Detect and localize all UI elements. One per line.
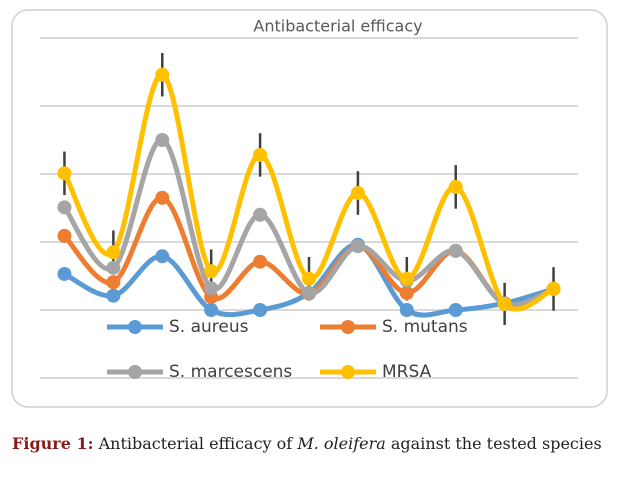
data-point [57,266,72,281]
chart-frame [11,9,608,408]
data-point [253,254,268,269]
legend-marker [341,365,355,379]
data-point [253,147,268,162]
legend-label: S. aureus [169,317,249,337]
data-point [302,286,316,300]
chart: Antibacterial efficacy S. aureus S. mutan… [11,9,608,408]
legend-label: MRSA [382,362,432,382]
data-point [399,303,414,317]
data-point [546,281,561,296]
caption-text: against the tested species [390,434,602,453]
data-point [204,281,219,296]
caption-label: Figure 1: [12,434,94,453]
data-point [253,303,268,317]
data-point [302,271,316,286]
data-point [57,166,72,181]
data-point [106,288,121,303]
data-point [204,303,219,317]
data-point [57,228,72,243]
data-point [399,286,414,300]
legend-marker [128,320,142,334]
data-point [57,200,72,215]
legend-label: S. marcescens [169,362,292,382]
data-point [155,67,170,82]
data-point [106,275,121,290]
caption-text: Antibacterial efficacy of [98,434,293,453]
data-point [448,243,463,258]
legend-marker [128,365,142,379]
legend-marker [341,320,355,334]
data-point [448,303,463,317]
data-point [350,239,365,254]
data-point [497,296,512,311]
data-point [350,186,365,201]
data-point [155,249,170,264]
caption-species: M. oleifera [297,434,386,453]
data-point [106,260,121,275]
chart-title: Antibacterial efficacy [253,17,422,36]
caption: Figure 1: Antibacterial efficacy of M. o… [12,432,610,456]
data-point [155,190,170,205]
data-point [448,179,463,194]
data-point [106,245,121,260]
data-point [204,264,219,279]
legend-label: S. mutans [382,317,468,337]
data-point [253,207,268,222]
data-point [399,271,414,286]
data-point [155,133,170,147]
